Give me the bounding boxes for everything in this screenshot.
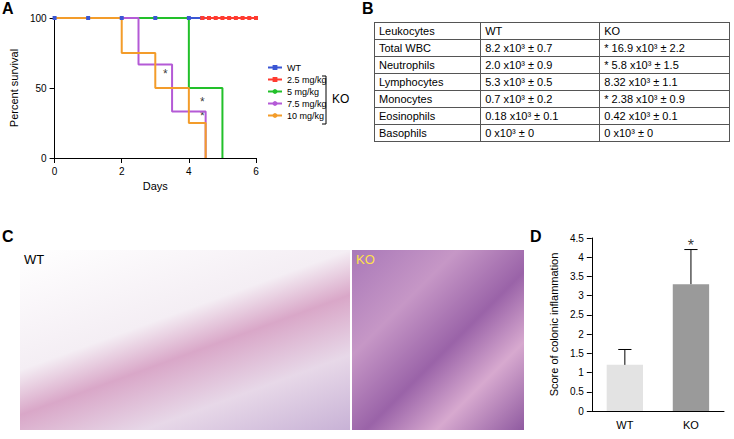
svg-text:Score of colonic inflammation: Score of colonic inflammation xyxy=(548,253,560,397)
html-text:C: C xyxy=(2,228,14,245)
svg-text:2: 2 xyxy=(119,166,125,177)
html-text:KO: KO xyxy=(356,252,375,267)
svg-text:*: * xyxy=(200,95,205,109)
html-text:0 x10³ ± 0: 0 x10³ ± 0 xyxy=(604,127,654,139)
svg-text:Days: Days xyxy=(143,180,169,192)
svg-text:10 mg/kg: 10 mg/kg xyxy=(287,111,324,121)
svg-text:0: 0 xyxy=(52,166,58,177)
svg-text:1: 1 xyxy=(578,367,584,378)
html-text:Basophils: Basophils xyxy=(379,127,427,139)
html-text:D: D xyxy=(530,228,542,245)
html-text:8.2 x10³ ± 0.7: 8.2 x10³ ± 0.7 xyxy=(485,42,553,54)
svg-text:7.5 mg/kg: 7.5 mg/kg xyxy=(287,99,327,109)
svg-text:2.5: 2.5 xyxy=(570,309,584,320)
html-text:KO: KO xyxy=(604,25,621,37)
svg-text:4: 4 xyxy=(186,166,192,177)
html-text:Neutrophils: Neutrophils xyxy=(379,59,435,71)
html-text:0.18 x10³ ± 0.1: 0.18 x10³ ± 0.1 xyxy=(485,110,559,122)
svg-text:6: 6 xyxy=(253,166,259,177)
html-text:2.0 x10³ ± 0.9: 2.0 x10³ ± 0.9 xyxy=(485,59,553,71)
html-text:B: B xyxy=(362,0,374,17)
svg-text:Percent survival: Percent survival xyxy=(8,49,20,127)
svg-text:4: 4 xyxy=(578,252,584,263)
svg-text:2.5 mg/kg: 2.5 mg/kg xyxy=(287,75,327,85)
html-text:Eosinophils: Eosinophils xyxy=(379,110,436,122)
html-text:Lymphocytes: Lymphocytes xyxy=(379,76,444,88)
html-text:A: A xyxy=(2,0,14,17)
svg-text:KO: KO xyxy=(683,419,699,431)
svg-text:0: 0 xyxy=(41,153,47,164)
svg-text:100: 100 xyxy=(30,13,47,24)
html-text:0 x10³ ± 0: 0 x10³ ± 0 xyxy=(485,127,534,139)
svg-text:WT: WT xyxy=(616,419,633,431)
html-text:0.7 x10³ ± 0.2: 0.7 x10³ ± 0.2 xyxy=(485,93,553,105)
html-text:8.32 x10³ ± 1.1: 8.32 x10³ ± 1.1 xyxy=(604,76,678,88)
html-text:Monocytes: Monocytes xyxy=(379,93,433,105)
svg-text:50: 50 xyxy=(35,83,47,94)
html-text:* 5.8 x10³ ± 1.5: * 5.8 x10³ ± 1.5 xyxy=(604,59,679,71)
html-text:5.3 x10³ ± 0.5: 5.3 x10³ ± 0.5 xyxy=(485,76,553,88)
html-text:Leukocytes: Leukocytes xyxy=(379,25,435,37)
svg-text:*: * xyxy=(163,67,168,81)
svg-text:KO: KO xyxy=(332,92,349,106)
html-text:* 2.38 x10³ ± 0.9: * 2.38 x10³ ± 0.9 xyxy=(604,93,685,105)
svg-text:WT: WT xyxy=(287,63,301,73)
html-text:WT: WT xyxy=(24,252,45,267)
svg-text:3.5: 3.5 xyxy=(570,271,584,282)
html-text:WT: WT xyxy=(485,25,503,37)
svg-text:1.5: 1.5 xyxy=(570,348,584,359)
svg-text:5 mg/kg: 5 mg/kg xyxy=(287,87,319,97)
svg-text:4.5: 4.5 xyxy=(570,233,584,244)
html-text:* 16.9 x10³ ± 2.2: * 16.9 x10³ ± 2.2 xyxy=(604,42,685,54)
svg-text:3: 3 xyxy=(578,290,584,301)
svg-text:0: 0 xyxy=(578,406,584,417)
svg-text:0.5: 0.5 xyxy=(570,386,584,397)
svg-text:2: 2 xyxy=(578,329,584,340)
html-text:0.42 x10³ ± 0.1: 0.42 x10³ ± 0.1 xyxy=(604,110,678,122)
html-text:Total WBC: Total WBC xyxy=(379,42,431,54)
